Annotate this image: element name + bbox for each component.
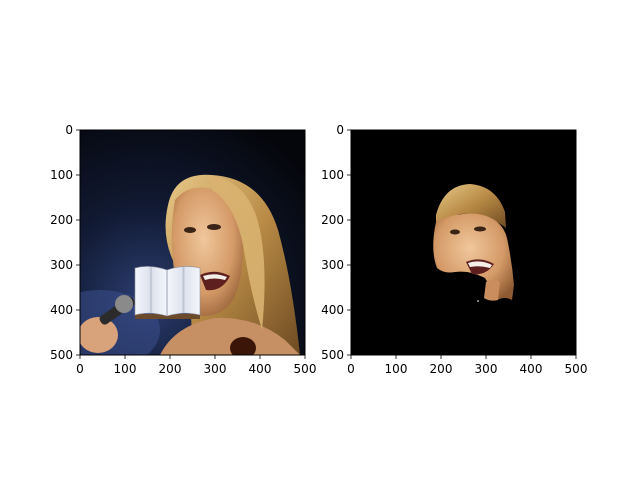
y-tick-label: 300 [321, 258, 344, 272]
x-tick-label: 200 [159, 362, 182, 376]
y-tick-label: 100 [50, 168, 73, 182]
x-tick-label: 400 [249, 362, 272, 376]
book-icon [134, 266, 201, 319]
x-tick-label: 500 [294, 362, 317, 376]
y-tick-label: 500 [321, 348, 344, 362]
y-tick-label: 100 [321, 168, 344, 182]
y-tick-label: 400 [321, 303, 344, 317]
y-tick-label: 300 [50, 258, 73, 272]
y-tick-label: 0 [65, 123, 73, 137]
x-tick-label: 0 [347, 362, 355, 376]
y-tick-label: 200 [321, 213, 344, 227]
masked-face-image [351, 130, 576, 355]
y-tick-label: 0 [336, 123, 344, 137]
x-tick-label: 300 [204, 362, 227, 376]
x-tick-label: 200 [430, 362, 453, 376]
x-tick-label: 100 [114, 362, 137, 376]
x-tick-label: 300 [475, 362, 498, 376]
left-axes-frame [79, 129, 306, 356]
x-tick-label: 100 [385, 362, 408, 376]
x-tick-label: 500 [565, 362, 588, 376]
y-tick-label: 500 [50, 348, 73, 362]
y-tick-label: 200 [50, 213, 73, 227]
y-tick-label: 400 [50, 303, 73, 317]
x-tick-label: 400 [520, 362, 543, 376]
x-tick-label: 0 [76, 362, 84, 376]
right-axes-frame [350, 129, 577, 356]
